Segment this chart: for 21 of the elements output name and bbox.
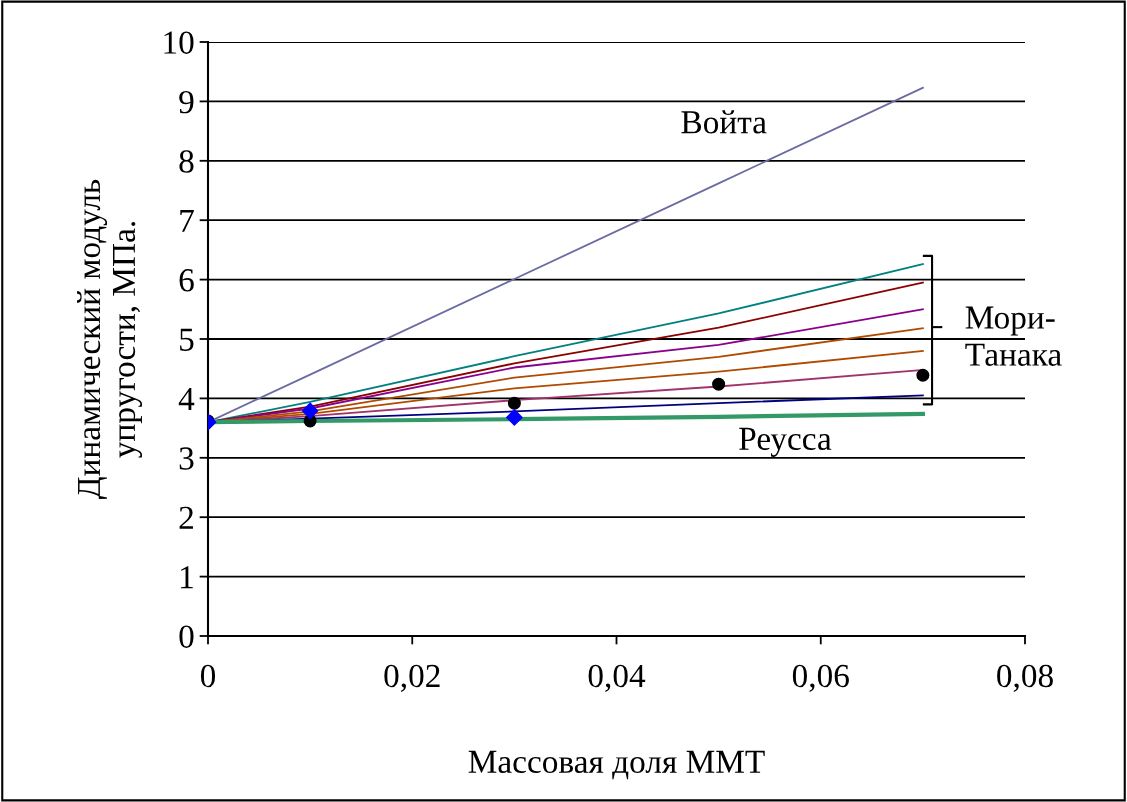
x-tick-label: 0 [200, 664, 216, 688]
y-axis-title: Динамический модуль упругости, МПа. [77, 179, 143, 499]
x-tick-label: 0,02 [384, 664, 440, 693]
annotation: Реусса [739, 427, 832, 457]
y-tick-label: 1 [181, 566, 193, 589]
y-tick-label: 7 [180, 209, 194, 232]
x-tick-label: 0,04 [588, 664, 646, 693]
x-tick-label: 0,08 [997, 664, 1053, 693]
y-tick-label: 5 [180, 328, 194, 351]
y-tick-label: 3 [179, 447, 194, 470]
x-axis-title: Массовая доля ММТ [468, 750, 765, 780]
y-tick-label: 6 [179, 269, 194, 292]
y-tick-label: 9 [179, 90, 194, 114]
y-tick-label: 8 [179, 150, 194, 173]
y-tick-label: 0 [179, 625, 194, 648]
y-tick-label: 2 [179, 506, 193, 529]
x-tick-label: 0,06 [792, 664, 849, 693]
annotation: Войта [681, 110, 767, 134]
y-tick-label: 10 [164, 31, 194, 54]
y-tick-label: 4 [178, 388, 195, 410]
annotation: Мори- Танака [965, 306, 1062, 366]
